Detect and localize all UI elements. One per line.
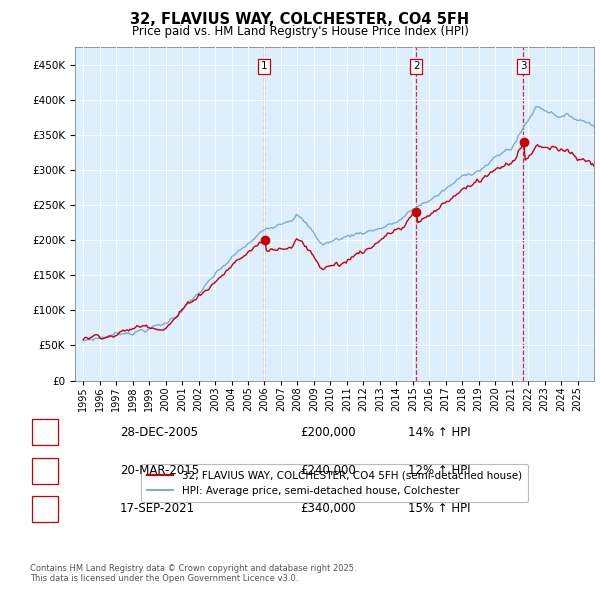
Legend: 32, FLAVIUS WAY, COLCHESTER, CO4 5FH (semi-detached house), HPI: Average price, : 32, FLAVIUS WAY, COLCHESTER, CO4 5FH (se… <box>141 464 528 502</box>
Text: 2: 2 <box>413 61 419 71</box>
Text: 1: 1 <box>261 61 268 71</box>
Text: 2: 2 <box>41 464 49 477</box>
Text: £200,000: £200,000 <box>300 425 356 439</box>
Text: £240,000: £240,000 <box>300 464 356 477</box>
Text: Contains HM Land Registry data © Crown copyright and database right 2025.
This d: Contains HM Land Registry data © Crown c… <box>30 563 356 583</box>
Text: 15% ↑ HPI: 15% ↑ HPI <box>408 502 470 516</box>
Text: 28-DEC-2005: 28-DEC-2005 <box>120 425 198 439</box>
Text: 17-SEP-2021: 17-SEP-2021 <box>120 502 195 516</box>
Text: 20-MAR-2015: 20-MAR-2015 <box>120 464 199 477</box>
Text: 14% ↑ HPI: 14% ↑ HPI <box>408 425 470 439</box>
Text: 1: 1 <box>41 425 49 439</box>
Text: £340,000: £340,000 <box>300 502 356 516</box>
Text: 3: 3 <box>520 61 527 71</box>
Text: Price paid vs. HM Land Registry's House Price Index (HPI): Price paid vs. HM Land Registry's House … <box>131 25 469 38</box>
Text: 32, FLAVIUS WAY, COLCHESTER, CO4 5FH: 32, FLAVIUS WAY, COLCHESTER, CO4 5FH <box>130 12 470 27</box>
Text: 12% ↑ HPI: 12% ↑ HPI <box>408 464 470 477</box>
Text: 3: 3 <box>41 502 49 516</box>
